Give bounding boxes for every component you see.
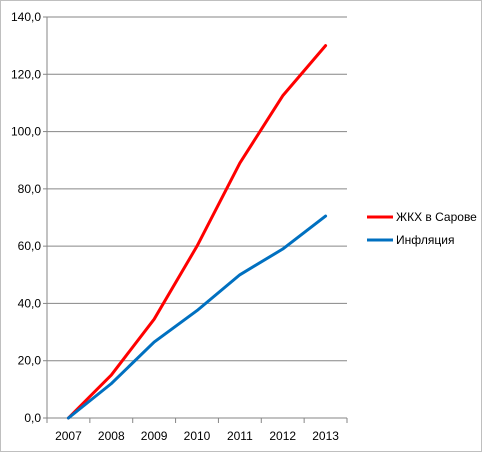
series-lines bbox=[66, 44, 328, 420]
y-tick-label: 140,0 bbox=[11, 10, 41, 24]
y-tick-label: 20,0 bbox=[18, 354, 42, 368]
axes bbox=[43, 16, 348, 423]
x-tick-label: 2009 bbox=[141, 429, 168, 443]
x-axis-tick-labels: 2007 2008 2009 2010 2011 2012 2013 bbox=[55, 429, 339, 443]
y-tick-label: 60,0 bbox=[18, 239, 42, 253]
y-axis-tick-labels: 0,0 20,0 40,0 60,0 80,0 100,0 120,0 140,0 bbox=[11, 10, 41, 425]
legend-label: Инфляция bbox=[396, 233, 454, 247]
y-tick-label: 40,0 bbox=[18, 296, 42, 310]
series-line-2 bbox=[66, 214, 328, 420]
y-tick-label: 120,0 bbox=[11, 67, 41, 81]
legend: ЖКХ в Сарове Инфляция bbox=[367, 210, 477, 247]
x-tick-label: 2012 bbox=[269, 429, 296, 443]
series-line-1 bbox=[66, 44, 328, 420]
x-tick-label: 2008 bbox=[98, 429, 125, 443]
x-tick-label: 2007 bbox=[55, 429, 82, 443]
x-tick-label: 2010 bbox=[184, 429, 211, 443]
y-tick-label: 80,0 bbox=[18, 182, 42, 196]
y-tick-label: 0,0 bbox=[24, 411, 41, 425]
legend-label: ЖКХ в Сарове bbox=[396, 210, 477, 224]
x-tick-label: 2013 bbox=[312, 429, 339, 443]
x-tick-label: 2011 bbox=[227, 429, 253, 443]
y-tick-label: 100,0 bbox=[11, 125, 41, 139]
